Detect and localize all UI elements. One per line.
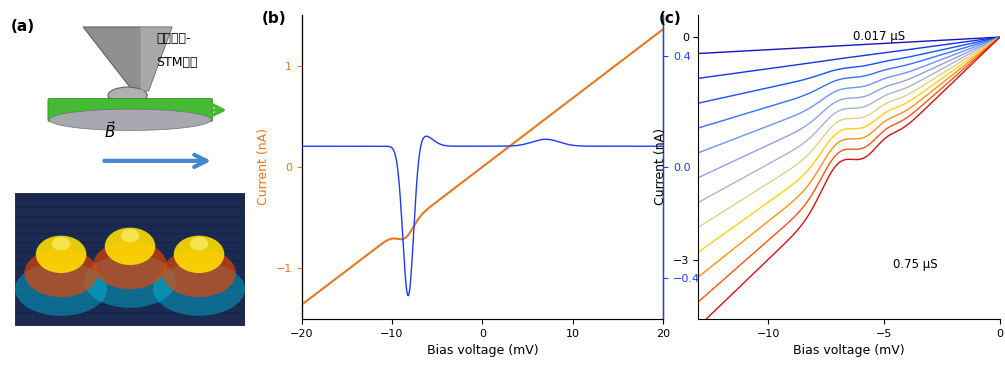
X-axis label: Bias voltage (mV): Bias voltage (mV) xyxy=(793,344,906,357)
Ellipse shape xyxy=(93,241,167,289)
Ellipse shape xyxy=(15,262,108,316)
Ellipse shape xyxy=(24,249,97,297)
Y-axis label: Current (nA): Current (nA) xyxy=(654,128,667,206)
Text: (c): (c) xyxy=(658,11,681,26)
FancyBboxPatch shape xyxy=(15,193,245,326)
Ellipse shape xyxy=(52,237,70,250)
Ellipse shape xyxy=(49,109,211,131)
Text: (a): (a) xyxy=(11,19,35,35)
Y-axis label: dI/dV (nS): dI/dV (nS) xyxy=(707,136,720,198)
Ellipse shape xyxy=(84,255,176,308)
Y-axis label: Current (nA): Current (nA) xyxy=(257,128,270,206)
Ellipse shape xyxy=(190,237,208,250)
Text: 自旋极化-: 自旋极化- xyxy=(157,32,191,45)
Polygon shape xyxy=(141,27,172,91)
Text: 0.017 μS: 0.017 μS xyxy=(853,30,906,43)
Text: (b): (b) xyxy=(261,11,286,26)
Ellipse shape xyxy=(162,249,236,297)
Ellipse shape xyxy=(153,262,245,316)
Text: STM针尖: STM针尖 xyxy=(157,56,198,69)
FancyBboxPatch shape xyxy=(48,98,213,121)
Polygon shape xyxy=(83,27,172,91)
Ellipse shape xyxy=(174,236,224,273)
Ellipse shape xyxy=(105,228,156,265)
Text: 0.75 μS: 0.75 μS xyxy=(893,258,938,271)
Ellipse shape xyxy=(121,229,140,242)
Ellipse shape xyxy=(108,87,148,104)
Text: $\vec{B}$: $\vec{B}$ xyxy=(105,120,117,141)
X-axis label: Bias voltage (mV): Bias voltage (mV) xyxy=(426,344,539,357)
Ellipse shape xyxy=(36,236,86,273)
